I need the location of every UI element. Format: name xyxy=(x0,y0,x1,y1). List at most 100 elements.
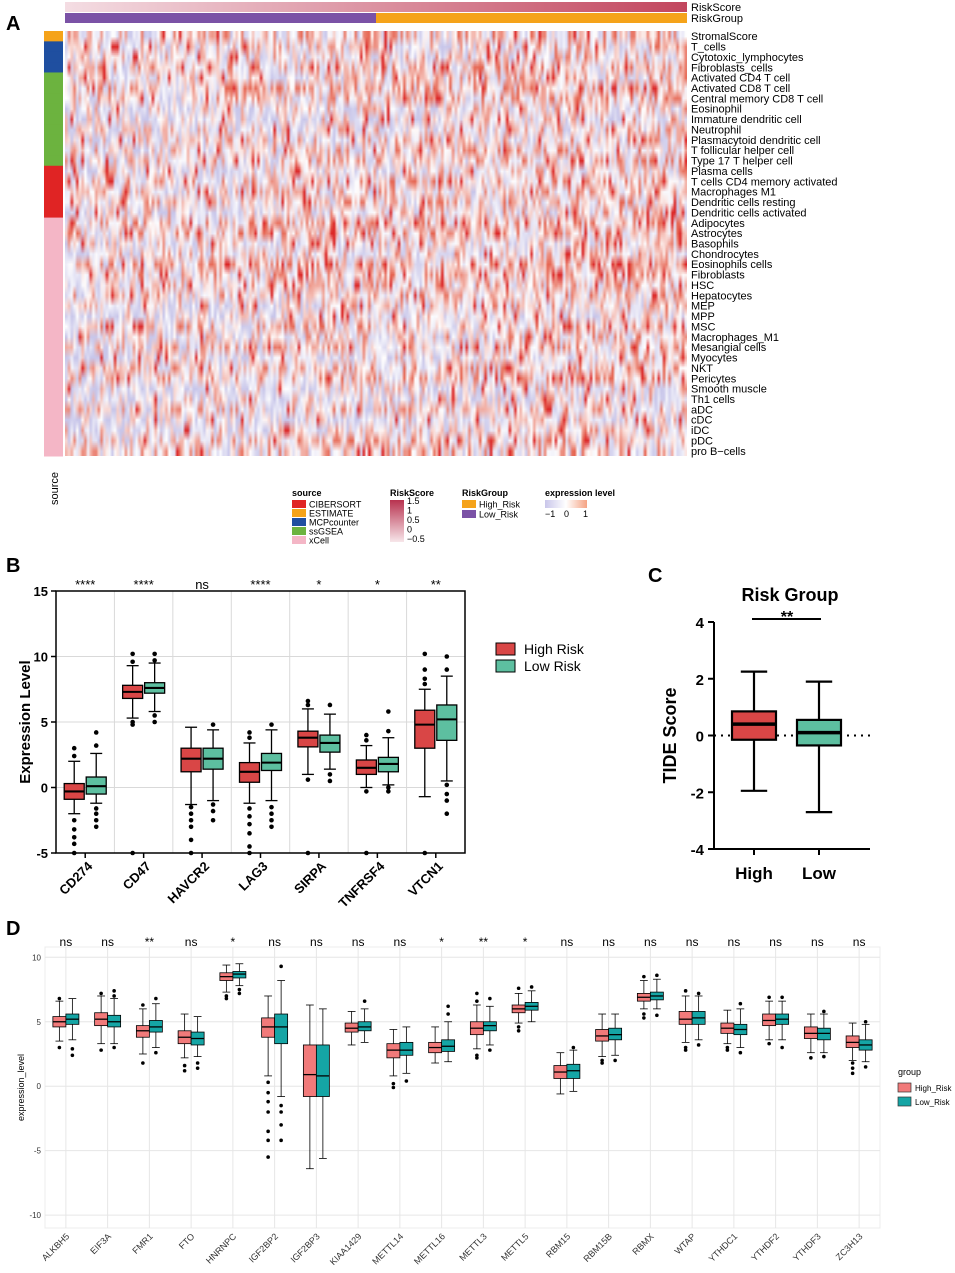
x-tick-label: RBM15 xyxy=(544,1231,572,1259)
legend-source-item: MCPcounter xyxy=(309,518,359,528)
x-tick-label: TNFRSF4 xyxy=(336,858,389,911)
box-outlier xyxy=(71,745,77,751)
heatmap-row-label: Activated CD8 T cell xyxy=(691,83,790,95)
x-tick-label: YTHDF2 xyxy=(749,1231,781,1263)
box-outlier xyxy=(446,1004,450,1009)
legend-swatch xyxy=(495,659,516,673)
source-cell xyxy=(44,362,63,374)
legend-riskgroup-swatch xyxy=(462,510,476,518)
legend-label: High_Risk xyxy=(915,1084,952,1093)
heatmap-row-label: Central memory CD8 T cell xyxy=(691,93,823,105)
x-tick-label: HNRNPC xyxy=(204,1231,239,1266)
x-tick-label: ALKBH5 xyxy=(40,1231,71,1262)
significance-label: ns xyxy=(644,935,657,949)
y-tick-label: -5 xyxy=(36,846,48,861)
box-outlier xyxy=(642,1016,646,1020)
box-outlier xyxy=(444,791,450,797)
significance-label: ** xyxy=(145,935,155,949)
heatmap-row-label: Neutrophil xyxy=(691,124,741,136)
box-outlier xyxy=(93,806,99,811)
riskgroup-low-bar xyxy=(65,13,376,23)
legend-expression-tick: 0 xyxy=(564,509,569,519)
heatmap-row-label: Adipocytes xyxy=(691,218,745,230)
legend-riskscore-gradient xyxy=(390,500,404,542)
significance-label: ns xyxy=(352,935,365,949)
box-outlier xyxy=(99,991,103,996)
box-outlier xyxy=(642,974,646,979)
legend-source-item: ESTIMATE xyxy=(309,509,353,519)
y-tick-label: 10 xyxy=(32,953,41,962)
box-outlier xyxy=(154,1050,158,1055)
box-iqr xyxy=(414,709,436,749)
heatmap-row-label: T_cells xyxy=(691,42,726,54)
x-tick-label: FMR1 xyxy=(130,1231,154,1255)
significance-label: ns xyxy=(686,935,699,949)
significance-label: * xyxy=(316,577,321,592)
legend-source-swatch xyxy=(292,527,306,535)
source-cell xyxy=(44,51,63,63)
y-axis-label: Expression Level xyxy=(17,660,34,783)
box-outlier xyxy=(152,713,157,718)
source-cell xyxy=(44,341,63,353)
source-cell xyxy=(44,217,63,229)
significance-label: * xyxy=(375,577,380,592)
heatmap-row-label: Eosinophils cells xyxy=(691,259,773,271)
box-outlier xyxy=(224,996,229,1001)
box-iqr xyxy=(803,1026,818,1039)
box-outlier xyxy=(112,994,116,998)
x-tick-label: METTL16 xyxy=(412,1231,447,1266)
box-outlier xyxy=(683,989,688,993)
box-outlier xyxy=(210,802,216,807)
legend-riskscore-tick: 0.5 xyxy=(407,515,420,525)
source-cell xyxy=(44,290,63,302)
box-outlier xyxy=(475,991,479,996)
legend-source-swatch xyxy=(292,536,306,544)
heatmap-row-label: MSC xyxy=(691,321,716,333)
heatmap-row-label: Chondrocytes xyxy=(691,249,759,261)
box-outlier xyxy=(767,995,771,1000)
legend-riskscore-tick: 0 xyxy=(407,525,412,535)
x-tick-label: IGF2BP2 xyxy=(247,1231,280,1264)
box-outlier xyxy=(850,1071,855,1076)
x-tick-label: RBM15B xyxy=(582,1231,615,1264)
box-outlier xyxy=(822,1054,826,1059)
box-iqr xyxy=(436,704,458,741)
y-tick-label: 5 xyxy=(41,715,48,730)
box-iqr xyxy=(135,1025,150,1038)
box-outlier xyxy=(237,987,242,992)
legend-riskgroup-title: RiskGroup xyxy=(462,488,509,498)
heatmap-row-label: T cells CD4 memory activated xyxy=(691,176,838,188)
legend-swatch xyxy=(897,1096,912,1107)
x-tick-label: Low xyxy=(802,864,837,883)
x-tick-label: VTCN1 xyxy=(405,859,446,900)
heatmap-row-label: Fibroblasts xyxy=(691,270,745,282)
box-outlier xyxy=(600,1061,604,1065)
box-outlier xyxy=(247,814,252,819)
box-outlier xyxy=(152,651,157,657)
heatmap-row-label: StromalScore xyxy=(691,31,758,43)
box-outlier xyxy=(210,808,216,814)
x-tick-label: WTAP xyxy=(673,1231,698,1256)
box-outlier xyxy=(488,996,492,1001)
heatmap-row-label: aDC xyxy=(691,404,713,416)
heatmap-row-label: Dendritic cells activated xyxy=(691,207,807,219)
plot-area xyxy=(44,946,881,1229)
heatmap-row-label: Cytotoxic_lymphocytes xyxy=(691,52,804,64)
y-tick-label: 0 xyxy=(696,729,704,746)
heatmap-row-label: T follicular helper cell xyxy=(691,145,794,157)
box-outlier xyxy=(247,831,252,836)
y-tick-label: 5 xyxy=(37,1018,42,1027)
box-outlier xyxy=(99,1048,103,1052)
box-outlier xyxy=(57,1045,62,1050)
heatmap-row-label: MEP xyxy=(691,301,715,313)
significance-label: ns xyxy=(769,935,782,949)
significance-label: ns xyxy=(310,935,323,949)
annotation-label-riskscore: RiskScore xyxy=(691,2,741,14)
legend-label: Low Risk xyxy=(524,658,582,674)
box-outlier xyxy=(696,1043,701,1047)
box-outlier xyxy=(93,824,99,830)
source-cell xyxy=(44,404,63,416)
box-outlier xyxy=(305,702,311,708)
box-outlier xyxy=(279,1123,283,1127)
box-outlier xyxy=(266,1080,270,1085)
